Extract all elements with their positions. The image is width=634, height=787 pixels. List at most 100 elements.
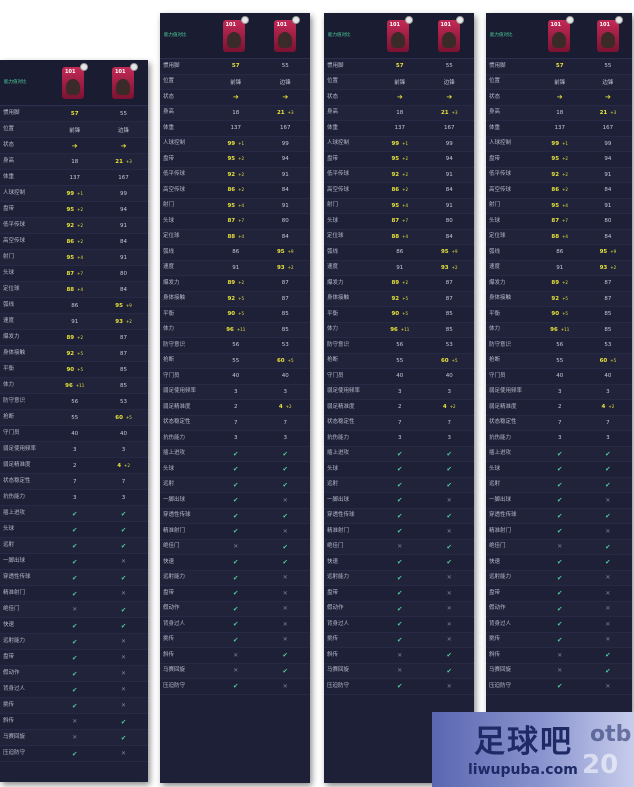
stat-value: ✔ <box>50 510 99 518</box>
stat-value-better: 92 <box>66 222 75 229</box>
stat-row: 体重 137 167 <box>0 170 148 186</box>
stat-value: 96 +11 <box>50 383 99 389</box>
remove-player-icon[interactable] <box>291 15 300 24</box>
stat-value: 167 <box>261 125 311 131</box>
stat-row: 一脚出球 ✔ ✕ <box>160 493 310 509</box>
condition-arrow-icon: ➔ <box>396 93 403 102</box>
stat-value: ✔ <box>375 450 425 458</box>
check-icon: ✔ <box>397 511 403 520</box>
player-card-1[interactable]: 101 <box>547 15 574 52</box>
player-rating: 101 <box>599 21 610 28</box>
player-photo <box>441 31 456 48</box>
stat-row: 盘带 ✔ ✕ <box>486 586 632 602</box>
stat-value-better: 88 <box>227 233 236 240</box>
check-icon: ✔ <box>556 527 563 536</box>
stat-value: 93 +2 <box>261 265 311 271</box>
player-card-1[interactable]: 101 <box>386 15 413 52</box>
check-icon: ✔ <box>233 573 239 582</box>
stat-name: 状态稳定性 <box>489 419 517 425</box>
stat-value: ✕ <box>584 528 632 535</box>
stat-value: ✕ <box>261 590 311 597</box>
check-icon: ✔ <box>446 651 452 660</box>
stat-name: 精准射门 <box>163 527 186 534</box>
stat-name: 穿透性传球 <box>327 512 355 518</box>
stat-value: 87 <box>425 296 475 302</box>
stat-row: 速度 91 93 +2 <box>160 260 311 276</box>
stat-name: 背身过人 <box>163 620 186 627</box>
stat-number: 91 <box>281 202 289 209</box>
remove-player-icon[interactable] <box>565 15 574 24</box>
stat-row: 抢断 55 60 +5 <box>160 353 310 369</box>
stat-number: 84 <box>604 233 612 240</box>
stat-number: 137 <box>394 125 406 132</box>
stat-value: ➔ <box>261 93 311 101</box>
check-icon: ✔ <box>556 480 563 489</box>
stat-diff: +4 <box>402 233 409 239</box>
stat-value: 53 <box>425 342 475 348</box>
stat-number: 56 <box>232 342 240 349</box>
remove-player-icon[interactable] <box>240 15 249 24</box>
check-icon: ✔ <box>72 589 78 598</box>
stat-value: ✔ <box>375 481 425 489</box>
stat-row: 弱足使用频率 3 3 <box>324 384 474 400</box>
stat-row: 绝佳门 ✕ ✔ <box>324 539 474 555</box>
player-card-2[interactable]: 101 <box>437 15 464 52</box>
player-card-1[interactable]: 101 <box>62 62 88 99</box>
remove-player-icon[interactable] <box>80 62 88 71</box>
stat-value: 40 <box>375 373 425 379</box>
stat-value-better: 88 <box>391 233 400 240</box>
remove-player-icon[interactable] <box>455 15 464 24</box>
stat-value: 21 +3 <box>261 110 311 116</box>
stat-value: 99 <box>584 141 632 147</box>
stat-row: 状态 ➔ ➔ <box>486 90 632 106</box>
stat-row: 平衡 90 +5 85 <box>160 307 310 323</box>
check-icon: ✔ <box>282 558 288 567</box>
remove-player-icon[interactable] <box>404 15 413 24</box>
stat-value-better: 4 <box>601 404 606 411</box>
stat-value: 93 +2 <box>99 319 148 325</box>
stat-name: 压迫防守 <box>163 682 186 689</box>
stat-row: 守门员 40 40 <box>324 369 474 385</box>
stat-number: 80 <box>604 218 612 225</box>
stat-row: 快速 ✔ ✔ <box>160 555 310 571</box>
player-card-2[interactable]: 101 <box>273 15 300 52</box>
stat-value: ✕ <box>425 497 475 504</box>
stat-value: ✕ <box>425 683 475 690</box>
stat-row: 弧线 86 95 +9 <box>0 298 148 314</box>
player-cards: 101 101 <box>48 62 148 99</box>
player-card-1[interactable]: 101 <box>222 15 249 52</box>
stat-value: ✔ <box>425 465 475 473</box>
stat-value-better: 89 <box>66 334 75 341</box>
stat-name: 盘带 <box>3 205 15 212</box>
stat-name: 守门员 <box>163 372 180 379</box>
stat-number: 87 <box>120 334 128 341</box>
cross-icon: ✕ <box>605 682 611 690</box>
stat-value-better: 21 <box>276 109 285 116</box>
stat-value: 167 <box>584 125 632 131</box>
stat-row: 低平传球 92 +2 91 <box>324 167 474 183</box>
stat-value-better: 89 <box>391 280 400 287</box>
stat-value: ✕ <box>425 636 475 643</box>
stat-row: 头球 ✔ ✔ <box>160 462 310 478</box>
cross-icon: ✕ <box>446 605 452 613</box>
stat-value: 55 <box>211 358 261 364</box>
stat-value: ✔ <box>261 558 311 566</box>
stat-row: 惯用脚 57 55 <box>324 59 474 75</box>
stat-value-better: 95 <box>66 206 75 213</box>
stat-diff: +3 <box>125 158 132 164</box>
stat-value: ✔ <box>50 622 99 630</box>
check-icon: ✔ <box>282 651 288 660</box>
stat-number: 3 <box>398 388 402 395</box>
check-icon: ✔ <box>556 635 563 644</box>
check-icon: ✔ <box>282 542 288 551</box>
check-icon: ✔ <box>605 449 611 458</box>
remove-player-icon[interactable] <box>614 15 623 24</box>
remove-player-icon[interactable] <box>130 62 138 71</box>
stat-name: 穿透性传球 <box>3 573 31 580</box>
player-card-2[interactable]: 101 <box>112 62 138 99</box>
stat-name: 身体接触 <box>163 295 186 301</box>
stat-row: 速度 91 93 +2 <box>324 260 474 276</box>
check-icon: ✔ <box>397 496 403 505</box>
stat-name: 弱足使用频率 <box>327 388 361 394</box>
player-card-2[interactable]: 101 <box>596 15 623 52</box>
